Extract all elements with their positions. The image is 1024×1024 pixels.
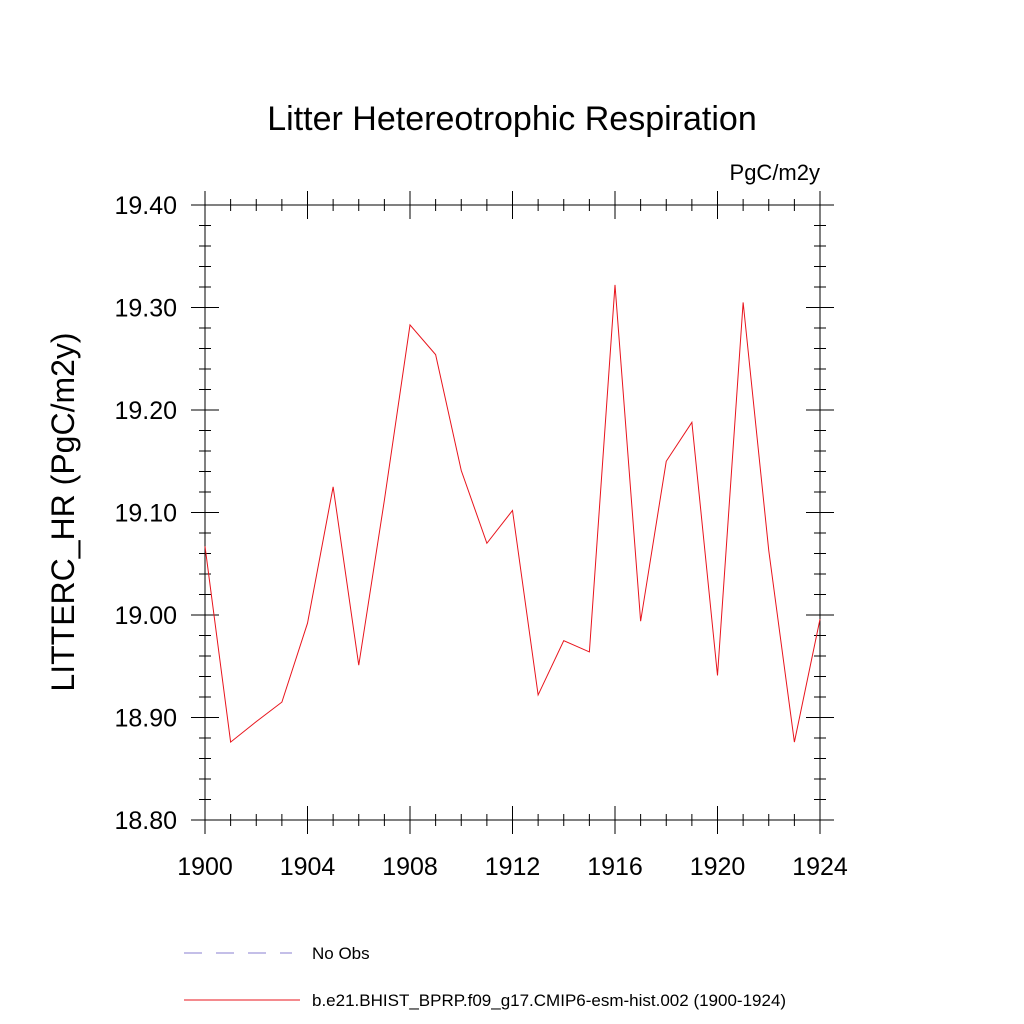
series-line [204,284,821,744]
x-tick-label: 1916 [587,853,643,881]
y-tick-label: 19.10 [114,500,177,528]
plot-lines [204,284,821,744]
y-tick-label: 19.20 [114,397,177,425]
x-tick-label: 1900 [177,853,233,881]
legend: No Obs b.e21.BHIST_BPRP.f09_g17.CMIP6-es… [184,944,786,1010]
y-tick-label: 19.40 [114,192,177,220]
units-label: PgC/m2y [730,160,820,185]
x-tick-label: 1920 [690,853,746,881]
y-tick-label: 18.90 [114,705,177,733]
x-tick-label: 1908 [382,853,438,881]
y-tick-label: 19.00 [114,602,177,630]
y-axis-label: LITTERC_HR (PgC/m2y) [45,332,81,691]
y-tick-label: 18.80 [114,807,177,835]
legend-label-no-obs: No Obs [312,944,370,963]
x-tick-label: 1904 [280,853,336,881]
axis-tick-labels: 1900 1904 1908 1912 1916 1920 1924 18.80 18.90 19… [114,192,847,881]
legend-label-series: b.e21.BHIST_BPRP.f09_g17.CMIP6-esm-hist.… [312,991,786,1010]
y-tick-label: 19.30 [114,295,177,323]
x-tick-label: 1924 [792,853,848,881]
axis-ticks [191,191,834,834]
x-tick-label: 1912 [485,853,541,881]
chart-title: Litter Hetereotrophic Respiration [267,100,756,138]
